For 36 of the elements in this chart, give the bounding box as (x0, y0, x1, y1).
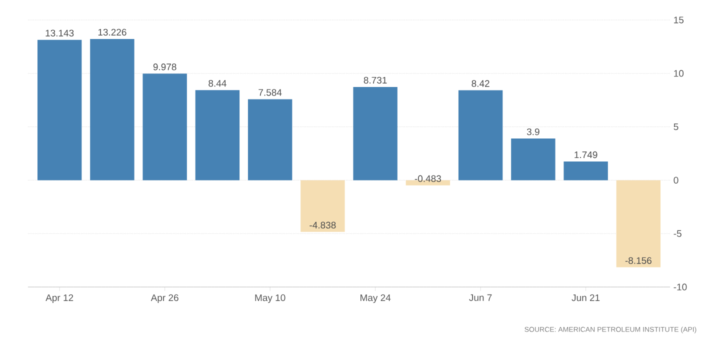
bar (195, 90, 240, 180)
bar (90, 38, 134, 180)
data-label: 8.42 (472, 80, 490, 87)
bar (353, 86, 398, 180)
data-label: 13.143 (46, 30, 74, 36)
bar (616, 180, 661, 268)
y-tick-label: -5 (674, 230, 682, 237)
data-label: 3.9 (526, 128, 540, 136)
data-label: 8.44 (208, 80, 226, 87)
data-label: -0.483 (414, 175, 441, 182)
bar (564, 162, 608, 180)
y-tick-label: -10 (674, 284, 687, 290)
x-tick-label: Apr 12 (46, 294, 74, 303)
data-label: -8.156 (625, 257, 652, 264)
data-label: 7.584 (258, 89, 282, 96)
bar (406, 180, 450, 186)
bar (142, 74, 187, 180)
x-tick-label: Jun 7 (469, 294, 492, 301)
x-tick-label: Jun 21 (572, 294, 600, 302)
data-label: -4.838 (310, 222, 336, 229)
data-label: 9.978 (153, 64, 176, 70)
y-tick-label: 10 (674, 70, 684, 77)
y-tick-label: 15 (674, 16, 684, 24)
x-tick-label: May 24 (360, 294, 391, 303)
bar (37, 40, 82, 180)
data-label: 13.226 (98, 28, 126, 36)
data-label: 8.731 (364, 76, 387, 84)
y-tick-label: 5 (674, 123, 678, 130)
x-tick-label: May 10 (255, 294, 286, 303)
y-tick-label: 0 (674, 176, 678, 184)
bar (511, 138, 556, 180)
data-label: 1.749 (574, 151, 598, 158)
bar (458, 90, 503, 180)
bar (248, 99, 292, 180)
x-tick-label: Apr 26 (150, 294, 178, 303)
bar (300, 180, 345, 232)
